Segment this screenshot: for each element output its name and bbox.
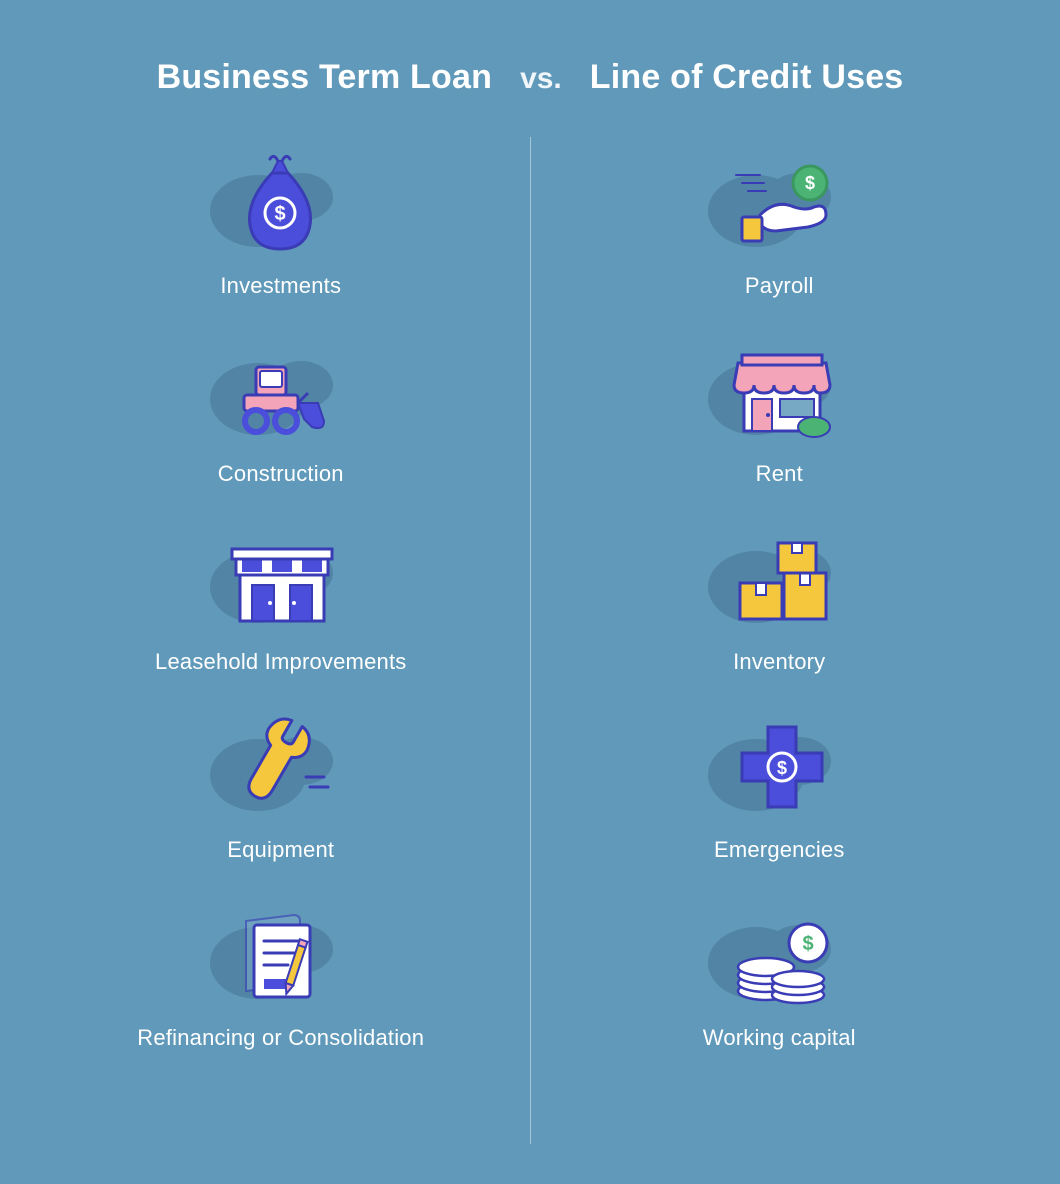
columns: $ Investments Construction — [0, 123, 1060, 1184]
title-vs: vs. — [520, 62, 562, 96]
column-left: $ Investments Construction — [40, 137, 522, 1144]
infographic-item: Construction — [40, 337, 522, 487]
storefront-pink-icon — [689, 337, 869, 447]
column-right: $ Payroll Rent — [539, 137, 1021, 1144]
title-left: Business Term Loan — [157, 58, 493, 97]
infographic-item: $ Payroll — [539, 149, 1021, 299]
item-label: Rent — [756, 461, 803, 487]
infographic-item: $ Working capital — [539, 901, 1021, 1051]
infographic-item: Inventory — [539, 525, 1021, 675]
svg-text:$: $ — [777, 758, 787, 778]
coin-stack-icon: $ — [689, 901, 869, 1011]
document-pencil-icon — [191, 901, 371, 1011]
item-label: Refinancing or Consolidation — [137, 1025, 424, 1051]
item-label: Leasehold Improvements — [155, 649, 406, 675]
infographic-item: Rent — [539, 337, 1021, 487]
infographic-item: $ Investments — [40, 149, 522, 299]
title-row: Business Term Loan vs. Line of Credit Us… — [0, 0, 1060, 123]
item-label: Inventory — [733, 649, 825, 675]
item-label: Equipment — [227, 837, 334, 863]
infographic-item: $ Emergencies — [539, 713, 1021, 863]
svg-text:$: $ — [274, 203, 285, 225]
infographic-canvas: Business Term Loan vs. Line of Credit Us… — [0, 0, 1060, 1184]
money-bag-icon: $ — [191, 149, 371, 259]
svg-text:$: $ — [803, 933, 814, 955]
infographic-item: Equipment — [40, 713, 522, 863]
storefront-blue-icon — [191, 525, 371, 635]
title-right: Line of Credit Uses — [590, 58, 904, 97]
bulldozer-icon — [191, 337, 371, 447]
wrench-icon — [191, 713, 371, 823]
boxes-icon — [689, 525, 869, 635]
item-label: Payroll — [745, 273, 814, 299]
item-label: Investments — [220, 273, 341, 299]
infographic-item: Refinancing or Consolidation — [40, 901, 522, 1051]
item-label: Working capital — [703, 1025, 856, 1051]
svg-text:$: $ — [805, 173, 815, 193]
medical-cross-icon: $ — [689, 713, 869, 823]
infographic-item: Leasehold Improvements — [40, 525, 522, 675]
item-label: Construction — [218, 461, 344, 487]
item-label: Emergencies — [714, 837, 845, 863]
hand-coin-icon: $ — [689, 149, 869, 259]
divider — [530, 137, 531, 1144]
